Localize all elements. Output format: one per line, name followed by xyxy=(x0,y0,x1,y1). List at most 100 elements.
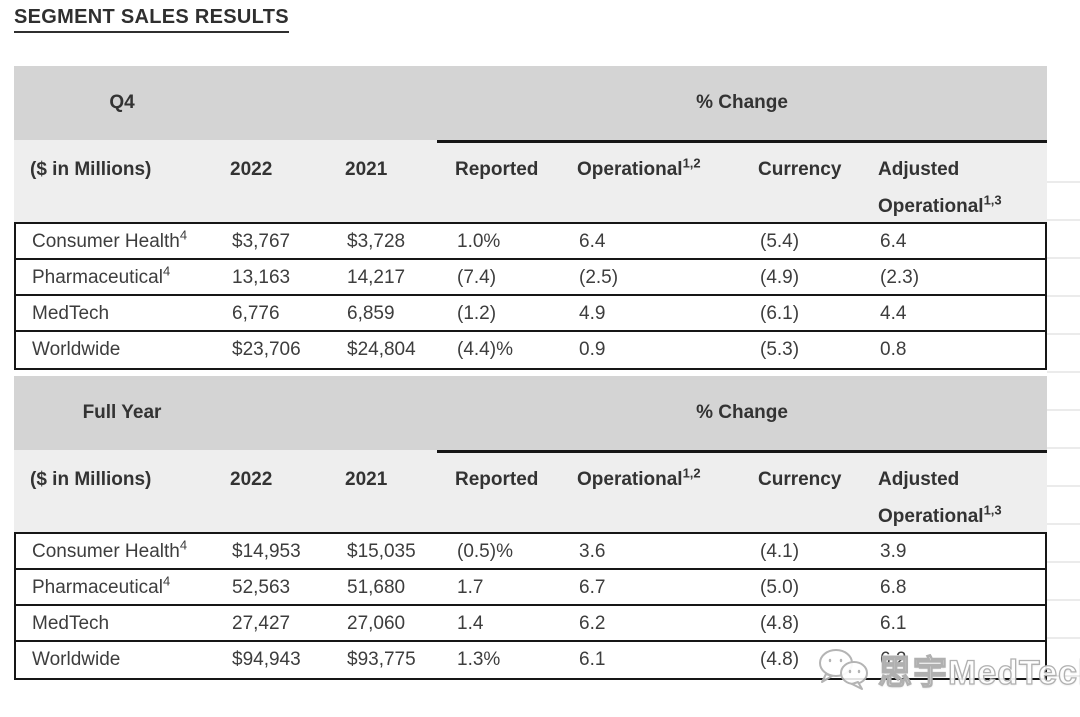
cell-2021: $15,035 xyxy=(347,541,416,562)
cell-adjusted: 6.8 xyxy=(880,577,907,598)
q4-data-rows: Consumer Health4 $3,767 $3,728 1.0% 6.4 … xyxy=(14,222,1047,370)
q4-column-headers: ($ in Millions) 2022 2021 Reported Opera… xyxy=(14,140,1047,222)
cell-reported: 1.3% xyxy=(457,649,501,670)
cell-segment: Consumer Health4 xyxy=(32,224,232,260)
cell-segment: Pharmaceutical4 xyxy=(32,570,232,606)
cell-2021: 51,680 xyxy=(347,577,406,598)
cell-2022: 27,427 xyxy=(232,613,291,634)
cell-2022: $3,767 xyxy=(232,231,291,252)
table-row: Worldwide $23,706 $24,804 (4.4)% 0.9 (5.… xyxy=(16,332,1045,368)
cell-2021: 6,859 xyxy=(347,303,395,324)
col-header-operational: Operational1,2 xyxy=(577,461,758,535)
col-header-reported: Reported xyxy=(455,469,539,490)
cell-reported: (0.5)% xyxy=(457,541,513,562)
cell-2022: 52,563 xyxy=(232,577,291,598)
table-row: Worldwide $94,943 $93,775 1.3% 6.1 (4.8)… xyxy=(16,642,1045,678)
segment-name: Consumer Health xyxy=(32,231,180,252)
cell-adjusted: (2.3) xyxy=(880,267,920,288)
cell-adjusted: 6.1 xyxy=(880,613,907,634)
col-header-2021: 2021 xyxy=(345,159,388,180)
col-header-currency: Currency xyxy=(758,469,842,490)
cell-2021: $3,728 xyxy=(347,231,406,252)
full-year-period-label: Full Year xyxy=(82,402,162,423)
cell-currency: (4.9) xyxy=(760,267,800,288)
col-header-operational-text: Operational xyxy=(577,469,683,490)
cell-adjusted: 6.2 xyxy=(880,649,907,670)
cell-adjusted: 0.8 xyxy=(880,339,907,360)
cell-currency: (4.8) xyxy=(760,613,800,634)
operational-footnote: 1,2 xyxy=(682,465,701,481)
cell-reported: 1.4 xyxy=(457,613,484,634)
cell-reported: (1.2) xyxy=(457,303,497,324)
cell-adjusted: 3.9 xyxy=(880,541,907,562)
col-header-adjusted: Adjusted Operational1,3 xyxy=(878,151,1047,225)
cell-2021: $93,775 xyxy=(347,649,416,670)
cell-segment: Worldwide xyxy=(32,332,232,368)
full-year-pct-change-label: % Change xyxy=(696,402,788,423)
page-title: SEGMENT SALES RESULTS xyxy=(14,6,289,33)
q4-header-band: Q4 % Change xyxy=(14,66,1047,140)
table-row: Pharmaceutical4 13,163 14,217 (7.4) (2.5… xyxy=(16,260,1045,296)
segment-footnote: 4 xyxy=(179,537,188,553)
cell-operational: 6.1 xyxy=(579,649,606,670)
cell-reported: (4.4)% xyxy=(457,339,513,360)
cell-operational: 6.4 xyxy=(579,231,606,252)
cell-operational: (2.5) xyxy=(579,267,619,288)
cell-operational: 6.7 xyxy=(579,577,606,598)
adjusted-line2: Operational1,3 xyxy=(878,498,1047,535)
cell-currency: (4.8) xyxy=(760,649,800,670)
cell-operational: 4.9 xyxy=(579,303,606,324)
col-header-currency: Currency xyxy=(758,159,842,180)
table-row: Consumer Health4 $14,953 $15,035 (0.5)% … xyxy=(16,534,1045,570)
col-header-2022: 2022 xyxy=(230,469,273,490)
adjusted-line1: Adjusted xyxy=(878,159,960,180)
cell-reported: (7.4) xyxy=(457,267,497,288)
cell-2022: $14,953 xyxy=(232,541,301,562)
cell-currency: (5.4) xyxy=(760,231,800,252)
adjusted-footnote: 1,3 xyxy=(983,502,1002,518)
cell-adjusted: 6.4 xyxy=(880,231,907,252)
cell-currency: (5.0) xyxy=(760,577,800,598)
adjusted-line2: Operational1,3 xyxy=(878,188,1047,225)
cell-reported: 1.7 xyxy=(457,577,484,598)
adjusted-line1: Adjusted xyxy=(878,469,960,490)
segment-name: Pharmaceutical xyxy=(32,577,163,598)
cell-2022: $94,943 xyxy=(232,649,301,670)
cell-currency: (6.1) xyxy=(760,303,800,324)
table-row: Pharmaceutical4 52,563 51,680 1.7 6.7 (5… xyxy=(16,570,1045,606)
segment-name: Consumer Health xyxy=(32,541,180,562)
cell-operational: 6.2 xyxy=(579,613,606,634)
background-gridlines xyxy=(1047,145,1080,712)
segment-footnote: 4 xyxy=(162,573,171,589)
adjusted-line2-text: Operational xyxy=(878,196,984,217)
col-header-2021: 2021 xyxy=(345,469,388,490)
table-row: MedTech 6,776 6,859 (1.2) 4.9 (6.1) 4.4 xyxy=(16,296,1045,332)
full-year-header-band: Full Year % Change xyxy=(14,376,1047,450)
q4-period-label: Q4 xyxy=(109,92,135,113)
operational-footnote: 1,2 xyxy=(682,155,701,171)
col-header-operational-text: Operational xyxy=(577,159,683,180)
cell-2021: 27,060 xyxy=(347,613,406,634)
cell-2021: 14,217 xyxy=(347,267,406,288)
adjusted-footnote: 1,3 xyxy=(983,192,1002,208)
segment-name: Worldwide xyxy=(32,649,121,670)
table-row: MedTech 27,427 27,060 1.4 6.2 (4.8) 6.1 xyxy=(16,606,1045,642)
col-header-operational: Operational1,2 xyxy=(577,151,758,225)
segment-footnote: 4 xyxy=(179,227,188,243)
cell-operational: 3.6 xyxy=(579,541,606,562)
cell-2022: $23,706 xyxy=(232,339,301,360)
cell-segment: Worldwide xyxy=(32,642,232,678)
q4-pct-change-label: % Change xyxy=(696,92,788,113)
segment-name: MedTech xyxy=(32,613,110,634)
segment-name: MedTech xyxy=(32,303,110,324)
full-year-column-headers: ($ in Millions) 2022 2021 Reported Opera… xyxy=(14,450,1047,532)
col-header-unit: ($ in Millions) xyxy=(30,469,152,490)
cell-segment: Consumer Health4 xyxy=(32,534,232,570)
cell-2022: 13,163 xyxy=(232,267,291,288)
segment-name: Pharmaceutical xyxy=(32,267,163,288)
col-header-2022: 2022 xyxy=(230,159,273,180)
table-row: Consumer Health4 $3,767 $3,728 1.0% 6.4 … xyxy=(16,224,1045,260)
col-header-adjusted: Adjusted Operational1,3 xyxy=(878,461,1047,535)
cell-operational: 0.9 xyxy=(579,339,606,360)
